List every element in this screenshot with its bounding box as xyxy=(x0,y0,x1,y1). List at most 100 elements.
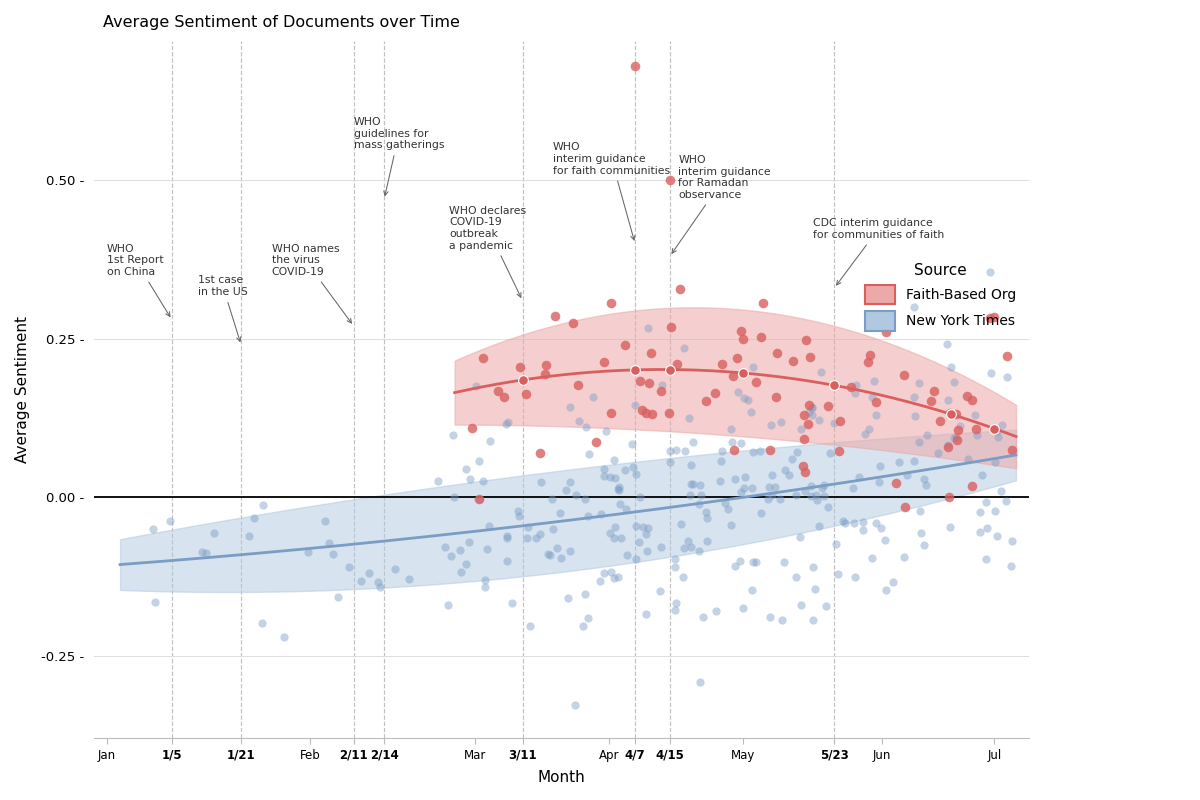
Point xyxy=(962,480,982,493)
Point xyxy=(544,522,563,535)
Point xyxy=(876,326,895,338)
Point xyxy=(605,521,624,534)
Point xyxy=(661,321,680,334)
Point xyxy=(690,498,709,510)
Point xyxy=(605,454,624,466)
X-axis label: Month: Month xyxy=(538,770,586,785)
Point xyxy=(978,522,997,534)
Point xyxy=(818,400,838,413)
Point xyxy=(428,474,448,487)
Point xyxy=(971,526,990,538)
Point xyxy=(680,489,700,502)
Point xyxy=(631,375,650,388)
Point xyxy=(488,385,508,398)
Point xyxy=(594,462,613,475)
Point xyxy=(566,489,586,502)
Point xyxy=(680,478,700,490)
Point xyxy=(895,368,914,381)
Point xyxy=(601,407,620,420)
Point xyxy=(660,456,679,469)
Point xyxy=(660,174,679,186)
Point xyxy=(595,470,614,482)
Point xyxy=(910,436,929,449)
Point xyxy=(876,534,895,546)
Point xyxy=(697,535,716,548)
Point xyxy=(560,475,580,488)
Point xyxy=(845,570,864,583)
Point xyxy=(715,497,734,510)
Point xyxy=(722,435,742,448)
Point xyxy=(761,610,780,623)
Point xyxy=(773,614,792,626)
Point xyxy=(245,511,264,524)
Point xyxy=(684,478,703,490)
Point xyxy=(731,554,750,567)
Point xyxy=(754,297,773,310)
Point xyxy=(706,605,725,618)
Point xyxy=(479,520,498,533)
Point xyxy=(690,676,709,689)
Point xyxy=(557,483,576,496)
Point xyxy=(870,460,889,473)
Point xyxy=(904,390,923,403)
Point xyxy=(539,548,558,561)
Point xyxy=(632,403,652,416)
Point xyxy=(798,418,817,430)
Point xyxy=(691,489,710,502)
Point xyxy=(626,553,646,566)
Point xyxy=(941,407,960,420)
Point xyxy=(815,490,834,502)
Point xyxy=(560,400,580,413)
Point xyxy=(809,519,828,532)
Point xyxy=(959,452,978,465)
Point xyxy=(536,359,556,372)
Point xyxy=(988,425,1007,438)
Point xyxy=(966,409,985,422)
Point xyxy=(947,434,966,446)
Point xyxy=(728,386,748,398)
Point xyxy=(1002,534,1021,547)
Point xyxy=(438,598,457,611)
Point xyxy=(721,423,740,436)
Point xyxy=(691,479,710,492)
Point xyxy=(696,394,715,407)
Point xyxy=(805,582,824,595)
Point xyxy=(768,346,787,359)
Point xyxy=(578,510,598,522)
Point xyxy=(193,546,212,558)
Point xyxy=(570,415,589,428)
Point xyxy=(833,514,852,527)
Point xyxy=(580,447,599,460)
Point xyxy=(928,446,947,459)
Point xyxy=(743,360,762,373)
Point xyxy=(575,587,594,600)
Point xyxy=(846,386,865,399)
Point xyxy=(787,446,806,458)
Point xyxy=(456,462,475,475)
Point xyxy=(997,371,1016,384)
Point xyxy=(631,490,650,503)
Point xyxy=(478,543,497,556)
Point xyxy=(469,492,488,505)
Point xyxy=(782,453,802,466)
Point xyxy=(516,387,535,400)
Point xyxy=(816,600,835,613)
Point xyxy=(611,532,630,545)
Point xyxy=(564,317,583,330)
Point xyxy=(914,538,934,551)
Point xyxy=(275,631,294,644)
Text: 1st case
in the US: 1st case in the US xyxy=(198,275,247,342)
Point xyxy=(732,324,751,337)
Point xyxy=(761,444,780,457)
Point xyxy=(590,574,610,587)
Point xyxy=(530,527,550,540)
Point xyxy=(710,474,730,487)
Point xyxy=(650,585,670,598)
Point xyxy=(950,419,970,432)
Point xyxy=(596,425,616,438)
Point xyxy=(583,390,602,403)
Point xyxy=(445,490,464,503)
Point xyxy=(641,346,660,359)
Point xyxy=(473,351,492,364)
Point xyxy=(509,510,528,522)
